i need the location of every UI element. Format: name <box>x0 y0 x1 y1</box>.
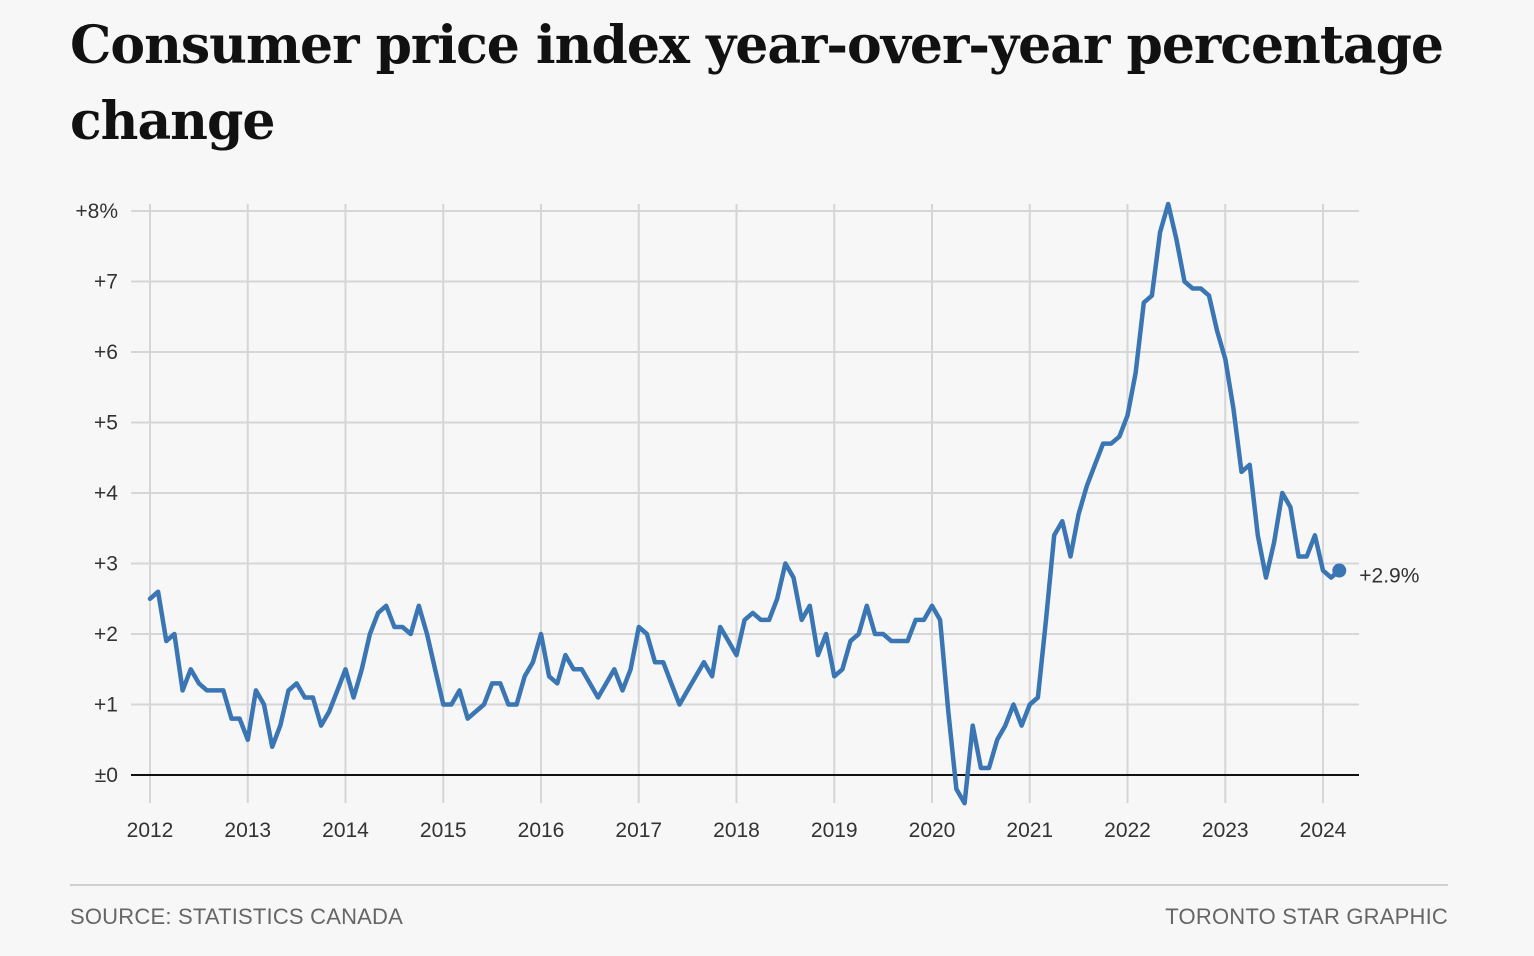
x-tick-label: 2021 <box>1006 819 1053 842</box>
y-tick-label: +3 <box>94 553 118 576</box>
vertical-gridlines <box>149 203 1324 803</box>
footer-divider <box>70 884 1448 886</box>
x-tick-label: 2023 <box>1202 819 1249 842</box>
publisher-credit: TORONTO STAR GRAPHIC <box>1165 904 1448 929</box>
y-tick-label: +8% <box>75 200 118 223</box>
x-tick-label: 2024 <box>1300 819 1347 842</box>
chart-title: Consumer price index year-over-year perc… <box>70 15 1444 152</box>
source-credit: SOURCE: STATISTICS CANADA <box>70 904 404 929</box>
y-tick-label: +6 <box>94 341 118 364</box>
x-axis-tick-labels: 2012 2013 2014 2015 2016 2017 2018 2019 2020 2021… <box>127 819 1347 842</box>
y-tick-label: +7 <box>94 271 118 294</box>
y-tick-label: +5 <box>94 412 118 435</box>
x-tick-label: 2020 <box>909 819 956 842</box>
line-chart: ±0 +1 +2 +3 +4 +5 +6 +7 +8% 2012 2013 2014 2015 2016… <box>75 200 1419 842</box>
x-tick-label: 2017 <box>615 819 662 842</box>
x-tick-label: 2014 <box>322 819 369 842</box>
x-tick-label: 2022 <box>1104 819 1151 842</box>
x-tick-label: 2013 <box>224 819 271 842</box>
y-axis-tick-labels: ±0 +1 +2 +3 +4 +5 +6 +7 +8% <box>75 200 118 787</box>
y-tick-label: ±0 <box>95 764 118 787</box>
latest-value-label: +2.9% <box>1359 565 1419 588</box>
cpi-series-line <box>147 201 1342 806</box>
x-tick-label: 2018 <box>713 819 760 842</box>
y-tick-label: +4 <box>94 482 118 505</box>
x-tick-label: 2016 <box>518 819 565 842</box>
latest-value-dot <box>1332 563 1347 578</box>
y-tick-label: +1 <box>94 694 118 717</box>
x-tick-label: 2012 <box>127 819 174 842</box>
horizontal-gridlines <box>131 210 1359 706</box>
x-tick-label: 2019 <box>811 819 858 842</box>
x-tick-label: 2015 <box>420 819 467 842</box>
y-tick-label: +2 <box>94 623 118 646</box>
